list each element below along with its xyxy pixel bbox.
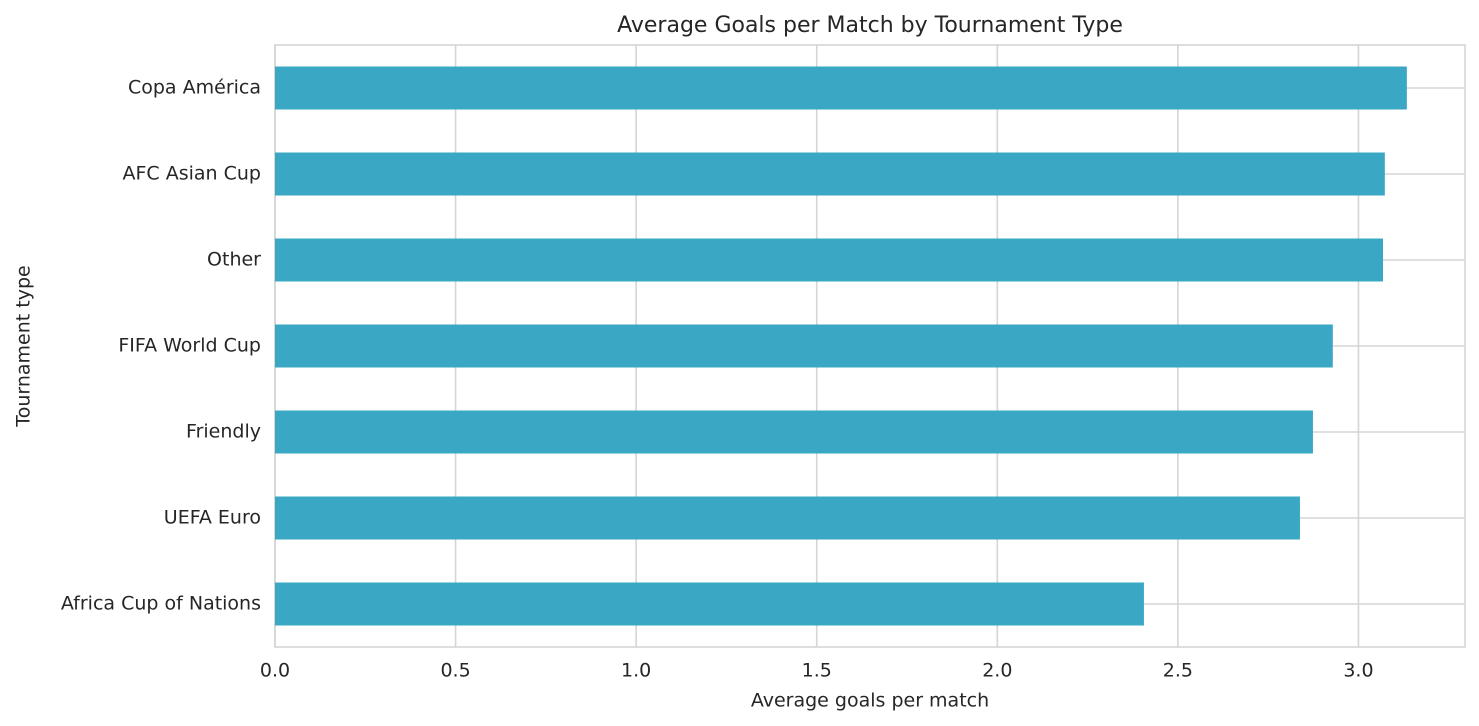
y-tick-label: Copa América: [128, 77, 261, 99]
x-tick-label: 1.5: [802, 660, 832, 682]
y-tick-label: AFC Asian Cup: [122, 163, 261, 185]
chart-title: Average Goals per Match by Tournament Ty…: [617, 13, 1123, 38]
x-axis-label: Average goals per match: [751, 690, 989, 712]
y-tick-label: Friendly: [186, 421, 261, 443]
y-tick-label: UEFA Euro: [164, 507, 261, 529]
y-axis-label: Tournament type: [13, 265, 35, 427]
x-tick-label: 0.5: [440, 660, 470, 682]
bar: [275, 582, 1144, 626]
x-tick-label: 3.0: [1343, 660, 1373, 682]
bar: [275, 152, 1385, 196]
bar: [275, 496, 1300, 540]
bar: [275, 410, 1313, 454]
bar: [275, 324, 1333, 368]
x-tick-label: 2.5: [1163, 660, 1193, 682]
x-tick-label: 2.0: [982, 660, 1012, 682]
y-tick-label: Other: [207, 249, 261, 271]
bar: [275, 238, 1384, 282]
y-tick-label: FIFA World Cup: [118, 335, 261, 357]
x-tick-label: 0.0: [260, 660, 290, 682]
x-tick-label: 1.0: [621, 660, 651, 682]
y-tick-label: Africa Cup of Nations: [61, 593, 261, 615]
bar: [275, 66, 1407, 110]
